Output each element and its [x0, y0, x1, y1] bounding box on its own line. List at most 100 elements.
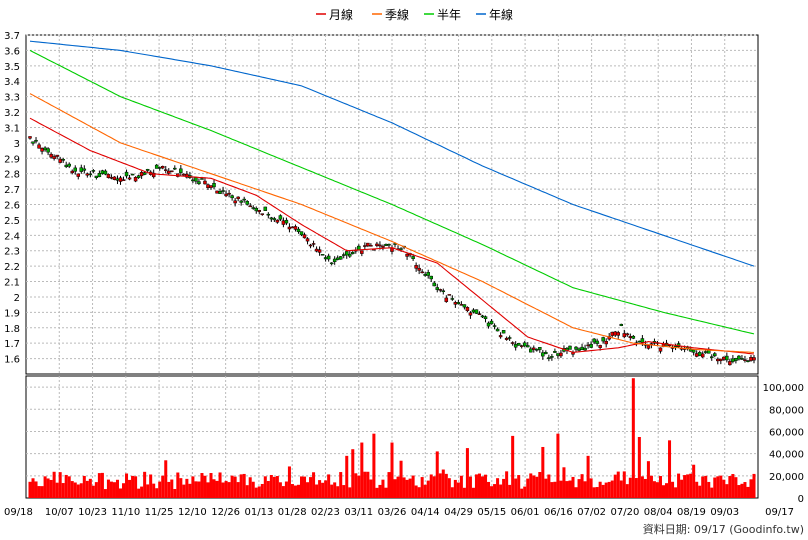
candle-up: [49, 153, 53, 158]
candle-down: [516, 343, 521, 346]
volume-bar: [236, 482, 240, 498]
volume-bar: [568, 480, 572, 498]
volume-bar: [390, 442, 394, 498]
legend-label: 季線: [385, 7, 409, 22]
price-y-tick: 1.7: [4, 339, 20, 350]
volume-bar: [254, 487, 258, 498]
candle-up: [317, 249, 322, 253]
volume-bar: [493, 484, 497, 498]
candle-down: [399, 248, 403, 250]
ma-line-1: [29, 93, 755, 353]
candle-down: [31, 141, 35, 144]
candle-down: [529, 348, 533, 353]
candle-down: [218, 191, 222, 194]
candle-up: [314, 248, 319, 252]
volume-bar: [348, 487, 352, 498]
candle-up: [622, 333, 627, 338]
candle-up: [293, 226, 298, 230]
candle-down: [592, 338, 596, 343]
candle-down: [619, 323, 624, 326]
volume-bar: [269, 475, 273, 498]
volume-bar: [58, 472, 62, 498]
volume-bar: [574, 487, 578, 498]
volume-bar: [248, 477, 252, 498]
price-y-tick: 2.9: [4, 154, 20, 165]
volume-bar: [281, 486, 285, 498]
candle-up: [719, 358, 723, 362]
candle-down: [266, 213, 271, 216]
volume-bar: [369, 479, 373, 498]
candle-up: [305, 238, 310, 242]
volume-bar: [465, 448, 469, 498]
candle-down: [296, 228, 301, 232]
volume-bar: [529, 473, 533, 498]
volume-bar: [85, 480, 89, 498]
volume-bar: [613, 474, 617, 498]
price-y-tick: 1.6: [4, 355, 20, 366]
volume-bar: [233, 476, 237, 498]
volume-bar: [420, 477, 424, 498]
candle-down: [154, 164, 159, 169]
candle-up: [646, 345, 651, 349]
ma-line-0: [29, 117, 755, 355]
volume-bar: [125, 473, 129, 498]
candle-down: [157, 167, 162, 169]
volume-bar: [272, 476, 276, 498]
candle-down: [329, 262, 334, 265]
volume-bar: [471, 487, 475, 498]
volume-bar: [607, 481, 611, 498]
volume-bar: [580, 474, 584, 498]
candle-down: [263, 206, 268, 211]
candle-down: [67, 163, 71, 167]
x-date-label: 03/11: [344, 507, 373, 518]
candle-up: [360, 250, 364, 254]
volume-bar: [164, 460, 168, 498]
candle-up: [477, 313, 482, 315]
candle-up: [722, 356, 726, 360]
volume-bar: [372, 433, 376, 498]
volume-bar: [514, 478, 518, 498]
volume-bar: [91, 485, 95, 498]
volume-bar: [655, 482, 659, 498]
candle-up: [37, 144, 41, 149]
candle-down: [462, 304, 467, 308]
candle-down: [239, 200, 243, 203]
volume-bar: [306, 482, 310, 498]
candle-up: [40, 148, 44, 152]
volume-bar: [122, 483, 126, 498]
candle-up: [369, 245, 373, 247]
price-y-tick: 3.2: [4, 108, 20, 119]
candle-up: [224, 193, 228, 197]
price-y-tick: 2.4: [4, 231, 20, 242]
candle-down: [345, 251, 349, 256]
volume-bar: [643, 478, 647, 498]
x-date-label: 01/28: [278, 507, 307, 518]
volume-bar: [577, 479, 581, 498]
volume-bar: [474, 474, 478, 498]
volume-bar: [251, 481, 255, 498]
volume-bar: [405, 479, 409, 498]
volume-bar: [477, 473, 481, 498]
candle-down: [486, 322, 491, 327]
candle-down: [556, 353, 560, 356]
candle-up: [447, 294, 452, 296]
candle-up: [28, 136, 32, 139]
candle-down: [200, 178, 204, 180]
volume-bar: [303, 476, 307, 498]
volume-bar: [502, 478, 506, 498]
volume-bar: [499, 484, 503, 498]
candle-down: [100, 170, 105, 174]
volume-bar: [553, 481, 557, 498]
volume-bar: [312, 472, 316, 498]
candle-up: [625, 333, 630, 336]
candle-down: [450, 298, 455, 300]
candle-up: [287, 226, 292, 230]
x-date-label: 06/01: [511, 507, 540, 518]
volume-bar: [167, 481, 171, 498]
candle-down: [631, 335, 636, 339]
candle-down: [577, 348, 581, 351]
candle-down: [79, 167, 84, 172]
candle-up: [215, 190, 219, 194]
candle-up: [76, 173, 81, 177]
volume-bar: [631, 378, 635, 498]
